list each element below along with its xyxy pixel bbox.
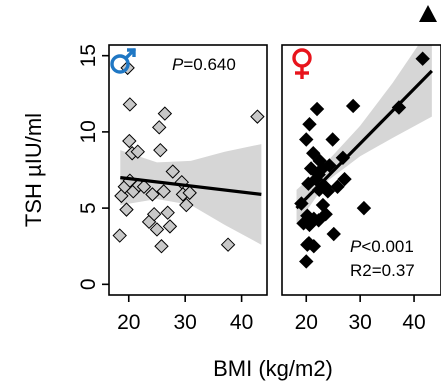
male-data-point xyxy=(119,202,134,217)
male-data-point xyxy=(149,222,165,237)
female-data-point xyxy=(356,200,372,216)
female-panel: 20 30 40 P<0.001 R2=0.37 xyxy=(281,44,441,334)
female-data-point xyxy=(322,158,337,173)
female-data-point xyxy=(326,226,341,242)
female-data-point xyxy=(345,98,361,114)
female-x-tick-label: 40 xyxy=(402,311,425,334)
male-data-point xyxy=(130,144,145,159)
male-data-point xyxy=(250,109,265,124)
female-data-point xyxy=(299,254,314,269)
offscale-arrow-icon xyxy=(419,5,437,22)
male-data-point xyxy=(165,164,180,179)
male-data-point xyxy=(162,219,178,234)
female-data-point xyxy=(315,197,331,213)
female-x-tick-label: 30 xyxy=(348,311,371,334)
female-data-point xyxy=(330,179,345,194)
male-data-point xyxy=(122,133,137,149)
male-data-point xyxy=(153,142,168,158)
male-x-tick-label: 30 xyxy=(173,311,196,334)
female-data-point xyxy=(325,132,340,147)
male-data-point xyxy=(112,228,127,243)
male-data-point xyxy=(156,184,171,199)
female-data-point xyxy=(299,132,314,147)
male-data-point xyxy=(145,187,160,202)
male-x-tick-label: 20 xyxy=(117,311,140,334)
female-r2: R2=0.37 xyxy=(350,261,415,280)
male-regression-line xyxy=(120,176,262,196)
y-tick-label: 5 xyxy=(77,202,100,214)
female-data-point xyxy=(309,101,325,117)
female-regression-line xyxy=(295,69,433,210)
male-data-point xyxy=(146,206,162,222)
female-data-point xyxy=(415,51,430,66)
male-p-value: P=0.640 xyxy=(172,55,236,74)
female-confidence-band xyxy=(296,45,432,225)
male-data-point xyxy=(157,106,173,121)
male-data-point xyxy=(179,197,194,213)
female-p-value: P<0.001 xyxy=(350,237,414,256)
male-data-point xyxy=(152,120,167,135)
male-symbol-icon xyxy=(110,48,136,74)
male-panel-frame xyxy=(108,44,268,296)
male-data-point xyxy=(154,239,169,254)
female-data-point xyxy=(303,161,319,176)
male-x-tick-label: 40 xyxy=(230,311,253,334)
x-axis-title: BMI (kg/m2) xyxy=(213,356,333,381)
male-data-point xyxy=(122,97,138,112)
y-tick-label: 10 xyxy=(77,120,100,143)
female-symbol-icon xyxy=(292,48,312,79)
y-axis-title: TSH µIU/ml xyxy=(21,113,46,227)
female-data-point xyxy=(306,239,322,254)
y-tick-label: 0 xyxy=(77,278,100,290)
female-data-point xyxy=(302,117,317,132)
female-data-point xyxy=(306,146,321,161)
male-data-point xyxy=(182,185,197,201)
female-panel-frame xyxy=(281,44,441,296)
y-tick-label: 15 xyxy=(77,44,100,67)
male-data-point xyxy=(220,237,236,252)
female-x-tick-label: 20 xyxy=(295,311,318,334)
male-data-point xyxy=(160,205,175,220)
female-data-point xyxy=(296,216,311,231)
female-data-point xyxy=(337,171,352,187)
male-data-point xyxy=(136,179,152,194)
male-panel: 20 30 40 0 5 10 15 P=0.640 xyxy=(77,44,268,334)
female-data-point xyxy=(391,100,407,115)
